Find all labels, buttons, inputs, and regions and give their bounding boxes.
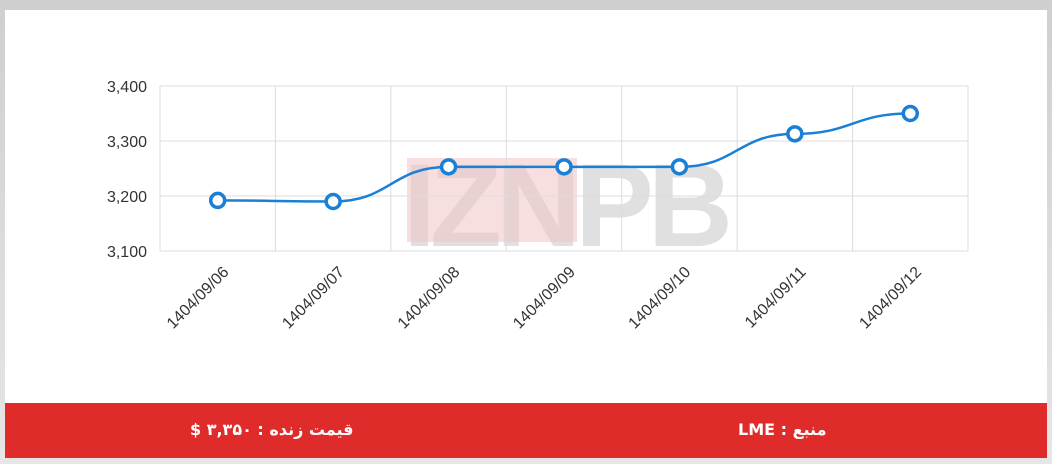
x-tick-label: 1404/09/11 — [742, 264, 810, 332]
x-tick-label: 1404/09/08 — [395, 264, 464, 333]
data-point — [786, 125, 804, 143]
footer-bar: قیمت زنده : ۳,۳۵۰ $ منبع : LME — [5, 403, 1047, 458]
y-tick-label: 3,100 — [107, 244, 147, 261]
y-tick-label: 3,300 — [107, 134, 147, 151]
source-label: منبع : LME — [738, 420, 827, 439]
watermark-accent — [407, 158, 577, 242]
x-tick-label: 1404/09/06 — [164, 264, 233, 333]
data-point — [901, 104, 920, 123]
data-point — [670, 158, 689, 176]
data-point — [324, 192, 342, 211]
chart-card: IZNPB3,1003,2003,3003,4001404/09/061404/… — [5, 10, 1047, 458]
x-tick-label: 1404/09/09 — [510, 264, 579, 333]
x-tick-label: 1404/09/07 — [279, 264, 348, 333]
data-point — [439, 158, 458, 176]
x-tick-label: 1404/09/10 — [626, 264, 695, 333]
x-tick-label: 1404/09/12 — [856, 264, 925, 333]
line-chart: IZNPB3,1003,2003,3003,4001404/09/061404/… — [107, 79, 969, 333]
data-point — [555, 158, 573, 176]
live-price-label: قیمت زنده : ۳,۳۵۰ $ — [190, 420, 354, 439]
y-tick-label: 3,400 — [107, 79, 147, 96]
y-tick-label: 3,200 — [107, 189, 147, 206]
data-point — [208, 191, 227, 210]
